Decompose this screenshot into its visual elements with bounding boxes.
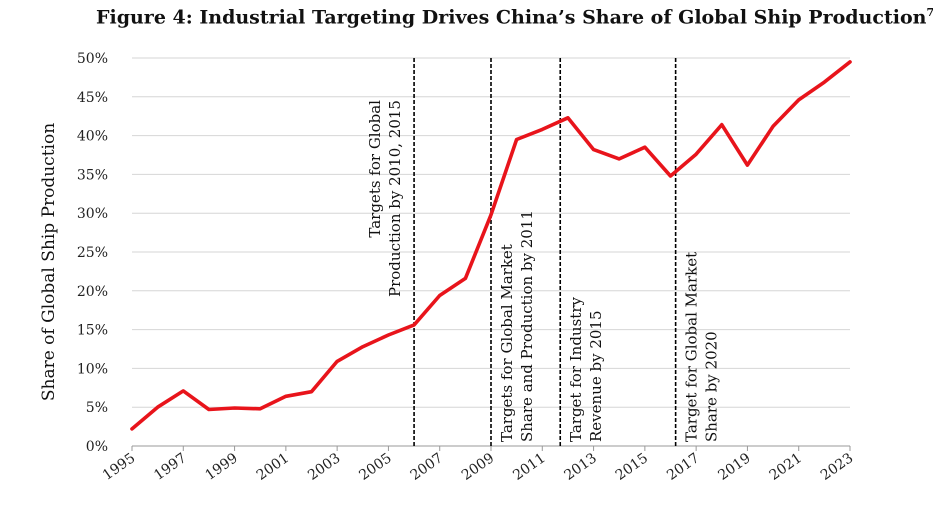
footnote-marker: 79: [926, 6, 933, 19]
x-tick-label: 1995: [100, 450, 138, 484]
annotation: Targets for Global Production by 2010, 20…: [366, 100, 404, 297]
y-tick-label: 30%: [77, 206, 108, 222]
x-tick-label: 2011: [510, 450, 548, 484]
series-group: [130, 60, 852, 431]
y-tick-label: 45%: [77, 90, 108, 106]
y-tick-label: 15%: [77, 323, 108, 339]
annotations: Targets for Global Production by 2010, 20…: [366, 100, 721, 442]
x-axis-ticks: 1995 1997 1999 2001 2003 2005 2007 2009 2011 2013…: [100, 446, 856, 484]
annotation: Targets for Global Market Share and Produ…: [498, 210, 536, 442]
x-tick-label: 2023: [818, 450, 856, 484]
y-tick-label: 25%: [77, 245, 108, 261]
annotation-line: Targets for Global Market: [498, 244, 516, 442]
x-tick-label: 2019: [715, 450, 753, 484]
x-tick-label: 2015: [613, 450, 651, 484]
annotation-line: Share and Production by 2011: [518, 210, 536, 442]
annotation-line: Revenue by 2015: [587, 310, 605, 442]
annotation: Target for Industry Revenue by 2015: [567, 297, 605, 442]
x-tick-label: 2021: [767, 450, 805, 484]
annotation-line: Production by 2010, 2015: [386, 100, 404, 297]
annotation-line: Share by 2020: [703, 331, 721, 442]
y-axis-label: Share of Global Ship Production: [39, 123, 59, 401]
y-tick-label: 35%: [77, 167, 108, 183]
x-tick-label: 2001: [254, 450, 292, 484]
y-tick-label: 50%: [77, 51, 108, 67]
y-tick-label: 10%: [77, 361, 108, 377]
annotation-line: Target for Global Market: [683, 252, 701, 442]
target-lines: [413, 58, 677, 446]
y-tick-label: 40%: [77, 129, 108, 145]
x-tick-label: 2005: [356, 450, 394, 484]
annotation-line: Targets for Global: [366, 100, 384, 238]
x-tick-label: 1997: [151, 450, 189, 484]
chart-title-text: Figure 4: Industrial Targeting Drives Ch…: [96, 6, 927, 29]
x-tick-label: 2003: [305, 450, 343, 484]
x-tick-label: 2013: [561, 450, 599, 484]
y-tick-label: 20%: [77, 284, 108, 300]
annotation: Target for Global Market Share by 2020: [683, 252, 721, 442]
y-axis-ticks: 0% 5% 10% 15% 20% 25% 30% 35% 40% 45% 50%: [77, 51, 108, 455]
chart-title: Figure 4: Industrial Targeting Drives Ch…: [96, 6, 933, 28]
x-tick-label: 2009: [459, 450, 497, 484]
y-tick-label: 5%: [86, 400, 108, 416]
series-line: [130, 60, 852, 431]
x-tick-label: 1999: [202, 450, 240, 484]
y-tick-label: 0%: [86, 439, 108, 455]
x-tick-label: 2017: [664, 450, 702, 484]
annotation-line: Target for Industry: [567, 297, 585, 442]
x-tick-label: 2007: [408, 450, 446, 484]
